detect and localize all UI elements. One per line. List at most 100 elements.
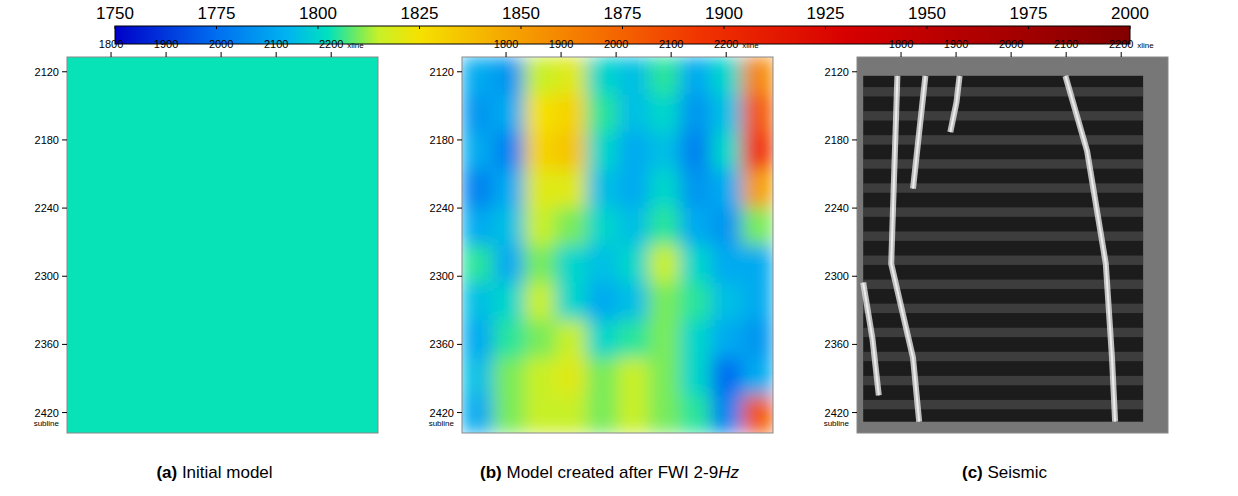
heatmap-cell bbox=[524, 245, 556, 283]
heatmap-cell bbox=[618, 358, 650, 396]
colorbar-tick-label: 1925 bbox=[807, 4, 845, 23]
colorbar-tick-label: 1800 bbox=[299, 4, 337, 23]
image-feature bbox=[950, 76, 959, 132]
caption: (c) Seismic bbox=[962, 463, 1048, 482]
y-tick-label: 2240 bbox=[430, 202, 454, 214]
heatmap-cell bbox=[493, 132, 525, 170]
y-tick bbox=[62, 139, 67, 140]
heatmap-cell bbox=[649, 283, 681, 321]
x-tick bbox=[901, 52, 902, 57]
y-tick bbox=[457, 71, 462, 72]
heatmap-cell bbox=[711, 132, 743, 170]
colorbar-tick-label: 2000 bbox=[1111, 4, 1149, 23]
heatmap-cell bbox=[555, 395, 587, 433]
y-tick-label: 2240 bbox=[35, 202, 59, 214]
heatmap-cell bbox=[462, 95, 494, 133]
heatmap-cell bbox=[462, 245, 494, 283]
heatmap-cell bbox=[555, 245, 587, 283]
image-feature bbox=[1065, 76, 1115, 422]
image-stripe bbox=[863, 400, 1143, 409]
heatmap-cell bbox=[742, 358, 773, 396]
y-tick-label: 2420 bbox=[825, 407, 849, 419]
x-tick-label: 2000 bbox=[209, 38, 233, 50]
colorbar-tick bbox=[1028, 26, 1029, 29]
y-tick bbox=[852, 139, 857, 140]
caption: (a) Initial model bbox=[156, 463, 272, 482]
heatmap-cell bbox=[555, 283, 587, 321]
heatmap-cell bbox=[649, 207, 681, 245]
x-tick-label: 2200 bbox=[1109, 38, 1133, 50]
x-tick-label: 2200 bbox=[319, 38, 343, 50]
heatmap-cell bbox=[680, 95, 712, 133]
frame bbox=[857, 57, 1168, 433]
x-tick bbox=[221, 52, 222, 57]
heatmap-cell bbox=[493, 207, 525, 245]
heatmap-cell bbox=[618, 245, 650, 283]
heatmap-cell bbox=[649, 320, 681, 358]
colorbar-tick bbox=[521, 26, 522, 29]
heatmap-cell bbox=[649, 57, 681, 95]
heatmap-cell bbox=[493, 57, 525, 95]
y-tick bbox=[852, 71, 857, 72]
heatmap-cell bbox=[524, 132, 556, 170]
heatmap-cell bbox=[649, 95, 681, 133]
x-tick-label: 1800 bbox=[494, 38, 518, 50]
caption-unit: Hz bbox=[718, 463, 739, 482]
caption-label: (b) bbox=[480, 463, 502, 482]
y-tick bbox=[62, 208, 67, 209]
heatmap-cell bbox=[462, 320, 494, 358]
image-stripe bbox=[863, 159, 1143, 168]
image-stripe bbox=[863, 183, 1143, 192]
image-stripe bbox=[863, 256, 1143, 265]
plot-area bbox=[462, 57, 773, 433]
figure: 1750177518001825185018751900192519501975… bbox=[0, 0, 1238, 496]
heatmap-cell bbox=[67, 57, 378, 433]
y-tick bbox=[852, 276, 857, 277]
image-feature bbox=[863, 283, 879, 396]
heatmap-cell bbox=[742, 395, 773, 433]
caption-text: Model created after FWI 2-9 bbox=[502, 463, 718, 482]
heatmap-cell bbox=[555, 207, 587, 245]
image-feature bbox=[891, 76, 919, 422]
heatmap-cell bbox=[680, 57, 712, 95]
y-tick-label: 2420 bbox=[430, 407, 454, 419]
colorbar-tick bbox=[724, 26, 725, 29]
heatmap-cell bbox=[493, 358, 525, 396]
y-tick bbox=[62, 412, 67, 413]
y-tick-label: 2180 bbox=[35, 134, 59, 146]
heatmap-cell bbox=[462, 207, 494, 245]
x-tick-label: 2000 bbox=[604, 38, 628, 50]
heatmap-cell bbox=[586, 57, 618, 95]
y-tick-label: 2420 bbox=[35, 407, 59, 419]
y-tick bbox=[457, 276, 462, 277]
x-tick bbox=[1121, 52, 1122, 57]
heatmap-cell bbox=[524, 170, 556, 208]
image-body bbox=[863, 76, 1143, 422]
heatmap-cell bbox=[586, 170, 618, 208]
y-tick bbox=[62, 276, 67, 277]
caption-text: Seismic bbox=[983, 463, 1048, 482]
heatmap-cell bbox=[555, 358, 587, 396]
colorbar-tick-label: 1850 bbox=[502, 4, 540, 23]
heatmap-cell bbox=[618, 207, 650, 245]
y-tick-label: 2240 bbox=[825, 202, 849, 214]
y-tick bbox=[852, 344, 857, 345]
heatmap-cell bbox=[462, 358, 494, 396]
y-tick-label: 2120 bbox=[35, 66, 59, 78]
heatmap-cell bbox=[711, 170, 743, 208]
image-feature bbox=[891, 76, 919, 422]
heatmap-cell bbox=[742, 170, 773, 208]
heatmap-cell bbox=[649, 395, 681, 433]
image-stripe bbox=[863, 87, 1143, 96]
x-tick-label: 1900 bbox=[549, 38, 573, 50]
image-stripe bbox=[863, 207, 1143, 216]
heatmap-cell bbox=[742, 95, 773, 133]
heatmap-cell bbox=[618, 132, 650, 170]
plot-area bbox=[67, 57, 378, 433]
image-ground bbox=[857, 57, 1168, 433]
colorbar-tick bbox=[1130, 26, 1131, 29]
image-stripe bbox=[863, 111, 1143, 120]
heatmap-cell bbox=[493, 320, 525, 358]
heatmap-cell bbox=[555, 132, 587, 170]
heatmap-cell bbox=[680, 245, 712, 283]
